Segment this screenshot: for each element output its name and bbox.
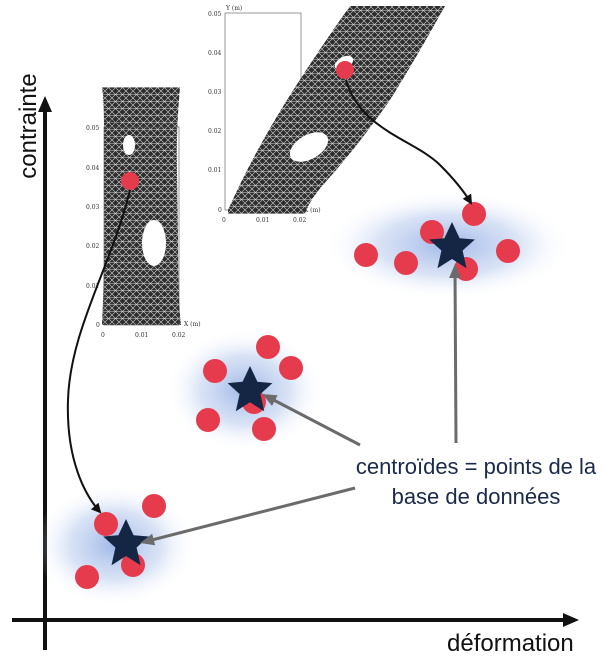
mesh-plot-top: Y (m) X (m) 0.05 0.04 0.03 0.02 0.01 0 0… bbox=[208, 5, 445, 224]
mesh-y-tick: 0.03 bbox=[86, 204, 100, 211]
mesh-x-tick: 0.01 bbox=[135, 332, 148, 339]
mesh-plot-left: Y (m) X (m) 0.05 0.04 0.03 0.02 0.01 0 0… bbox=[86, 87, 201, 339]
mesh-y-tick: 0.02 bbox=[86, 243, 100, 250]
y-axis-label: contrainte bbox=[15, 73, 42, 179]
mesh-y-axis-label: Y (m) bbox=[225, 5, 242, 12]
cluster-low bbox=[75, 494, 166, 589]
mesh-specimen-top bbox=[228, 6, 445, 214]
connector-arrow-high bbox=[449, 264, 462, 444]
mesh-x-tick: 0.02 bbox=[293, 217, 307, 224]
cluster-point-icon bbox=[420, 220, 444, 244]
mesh-x-tick: 0 bbox=[222, 217, 226, 224]
mesh-x-tick: 0.02 bbox=[172, 332, 186, 339]
mesh-specimen-left bbox=[102, 87, 181, 325]
centroid-star-icon bbox=[227, 366, 273, 412]
cluster-point-icon bbox=[336, 61, 354, 79]
connector-arrow-low bbox=[140, 486, 356, 546]
cluster-point-icon bbox=[279, 356, 303, 380]
mesh-y-axis-label: Y (m) bbox=[103, 119, 120, 126]
cluster-point-icon bbox=[462, 202, 486, 226]
mesh-y-tick: 0.04 bbox=[208, 50, 222, 57]
cluster-point-icon bbox=[75, 565, 99, 589]
mesh-frame bbox=[103, 126, 180, 326]
annotation-line-1: centroïdes = points de la bbox=[355, 454, 597, 479]
mesh-y-tick: 0.01 bbox=[208, 167, 221, 174]
cluster-point-icon bbox=[196, 408, 220, 432]
mesh-y-tick: 0 bbox=[96, 322, 100, 329]
cluster-point-icon bbox=[142, 494, 166, 518]
cluster-high bbox=[354, 202, 520, 281]
mesh-x-axis-label: X (m) bbox=[184, 321, 201, 328]
cluster-point-icon bbox=[121, 172, 139, 190]
mesh-x-axis-label: X (m) bbox=[304, 207, 321, 214]
cluster-point-icon bbox=[203, 359, 227, 383]
mesh-hole bbox=[289, 132, 329, 162]
cluster-point-icon bbox=[496, 239, 520, 263]
centroid-annotation: centroïdes = points de la base de donnée… bbox=[340, 452, 612, 512]
curve-arrow-top bbox=[345, 79, 473, 205]
cluster-point-icon bbox=[256, 335, 280, 359]
mesh-y-tick: 0.05 bbox=[86, 125, 100, 132]
centroid-star-icon bbox=[429, 222, 475, 269]
centroid-star-icon bbox=[103, 519, 149, 566]
annotation-line-2: base de données bbox=[391, 484, 561, 509]
mesh-x-tick: 0.01 bbox=[256, 217, 269, 224]
x-axis-label: déformation bbox=[447, 630, 574, 657]
mesh-y-tick: 0.04 bbox=[86, 165, 100, 172]
cluster-point-icon bbox=[394, 251, 418, 275]
cluster-mid bbox=[196, 335, 303, 441]
mesh-y-tick: 0.02 bbox=[208, 128, 222, 135]
mesh-y-tick: 0.01 bbox=[86, 283, 99, 290]
cluster-point-icon bbox=[354, 243, 378, 267]
mesh-x-tick: 0 bbox=[101, 332, 105, 339]
mesh-hole bbox=[123, 135, 135, 155]
mesh-y-tick: 0 bbox=[218, 207, 222, 214]
connector-arrow-mid bbox=[262, 394, 361, 447]
mesh-y-tick: 0.03 bbox=[208, 89, 222, 96]
cluster-point-icon bbox=[252, 417, 276, 441]
cluster-point-icon bbox=[94, 512, 118, 536]
mesh-hole bbox=[142, 220, 166, 266]
curve-arrow-left bbox=[66, 189, 131, 514]
mesh-y-tick: 0.05 bbox=[208, 11, 222, 18]
